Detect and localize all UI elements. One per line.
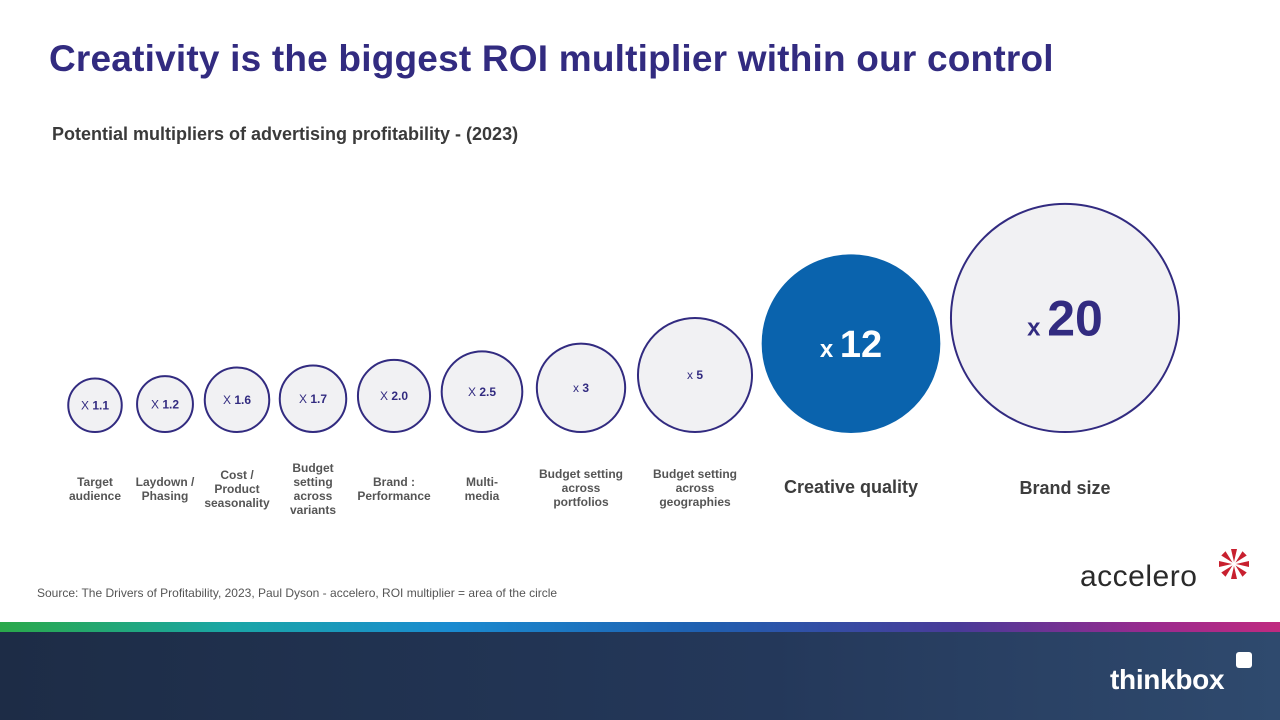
bubble xyxy=(67,377,123,433)
thinkbox-square-icon xyxy=(1236,652,1252,668)
bubble-category-label: Multi-media xyxy=(465,475,500,503)
bubble-value-label: X 2.5 xyxy=(468,385,496,399)
accelero-logo: accelero xyxy=(1080,548,1260,598)
bubble-value-label: X 1.6 xyxy=(223,393,251,407)
bubble xyxy=(278,364,348,434)
bubble-category-label: Brand size xyxy=(1019,478,1110,498)
bubble-value-label: X 1.7 xyxy=(299,392,327,406)
bubble-value-label: x 20 xyxy=(1027,290,1103,346)
bubble-category-label: Brand : Performance xyxy=(357,475,431,503)
bubble-category-label: Target audience xyxy=(69,475,121,503)
brand-gradient-stripe xyxy=(0,622,1280,632)
bubble-value-label: X 2.0 xyxy=(380,389,408,403)
accelero-wordmark: accelero xyxy=(1080,560,1198,593)
footer-band xyxy=(0,632,1280,720)
bubble-value-label: x 12 xyxy=(820,324,882,366)
bubble-category-label: Budget setting across portfolios xyxy=(539,467,623,509)
bubble xyxy=(636,316,754,433)
thinkbox-logo: thinkbox xyxy=(1110,664,1225,695)
bubble-value-label: X 1.1 xyxy=(81,398,109,412)
bubble-chart: X 1.1 Target audience X 1.2 Laydown / Phasing… xyxy=(67,202,1181,517)
bubble-category-label: Budget setting across geographies xyxy=(653,467,737,509)
bubble-value-label: x 5 xyxy=(687,368,703,382)
page-title: Creativity is the biggest ROI multiplier… xyxy=(49,38,1054,79)
chart-subtitle: Potential multipliers of advertising pro… xyxy=(52,124,519,144)
source-note: Source: The Drivers of Profitability, 20… xyxy=(37,586,558,600)
bubble xyxy=(203,366,271,434)
bubble xyxy=(535,342,627,433)
bubble-category-label: Cost / Product seasonality xyxy=(204,468,270,510)
bubble xyxy=(136,375,194,434)
accelero-star-icon xyxy=(1219,549,1249,579)
bubble-value-label: X 1.2 xyxy=(151,397,179,411)
bubble-category-label: Laydown / Phasing xyxy=(136,475,195,503)
bubble xyxy=(949,202,1181,434)
bubble xyxy=(356,358,432,434)
bubble xyxy=(440,350,524,434)
bubble-value-label: x 3 xyxy=(573,381,589,395)
bubble xyxy=(761,254,941,433)
bubble-category-label: Budget setting across variants xyxy=(290,461,336,517)
bubble-category-label: Creative quality xyxy=(784,477,918,497)
